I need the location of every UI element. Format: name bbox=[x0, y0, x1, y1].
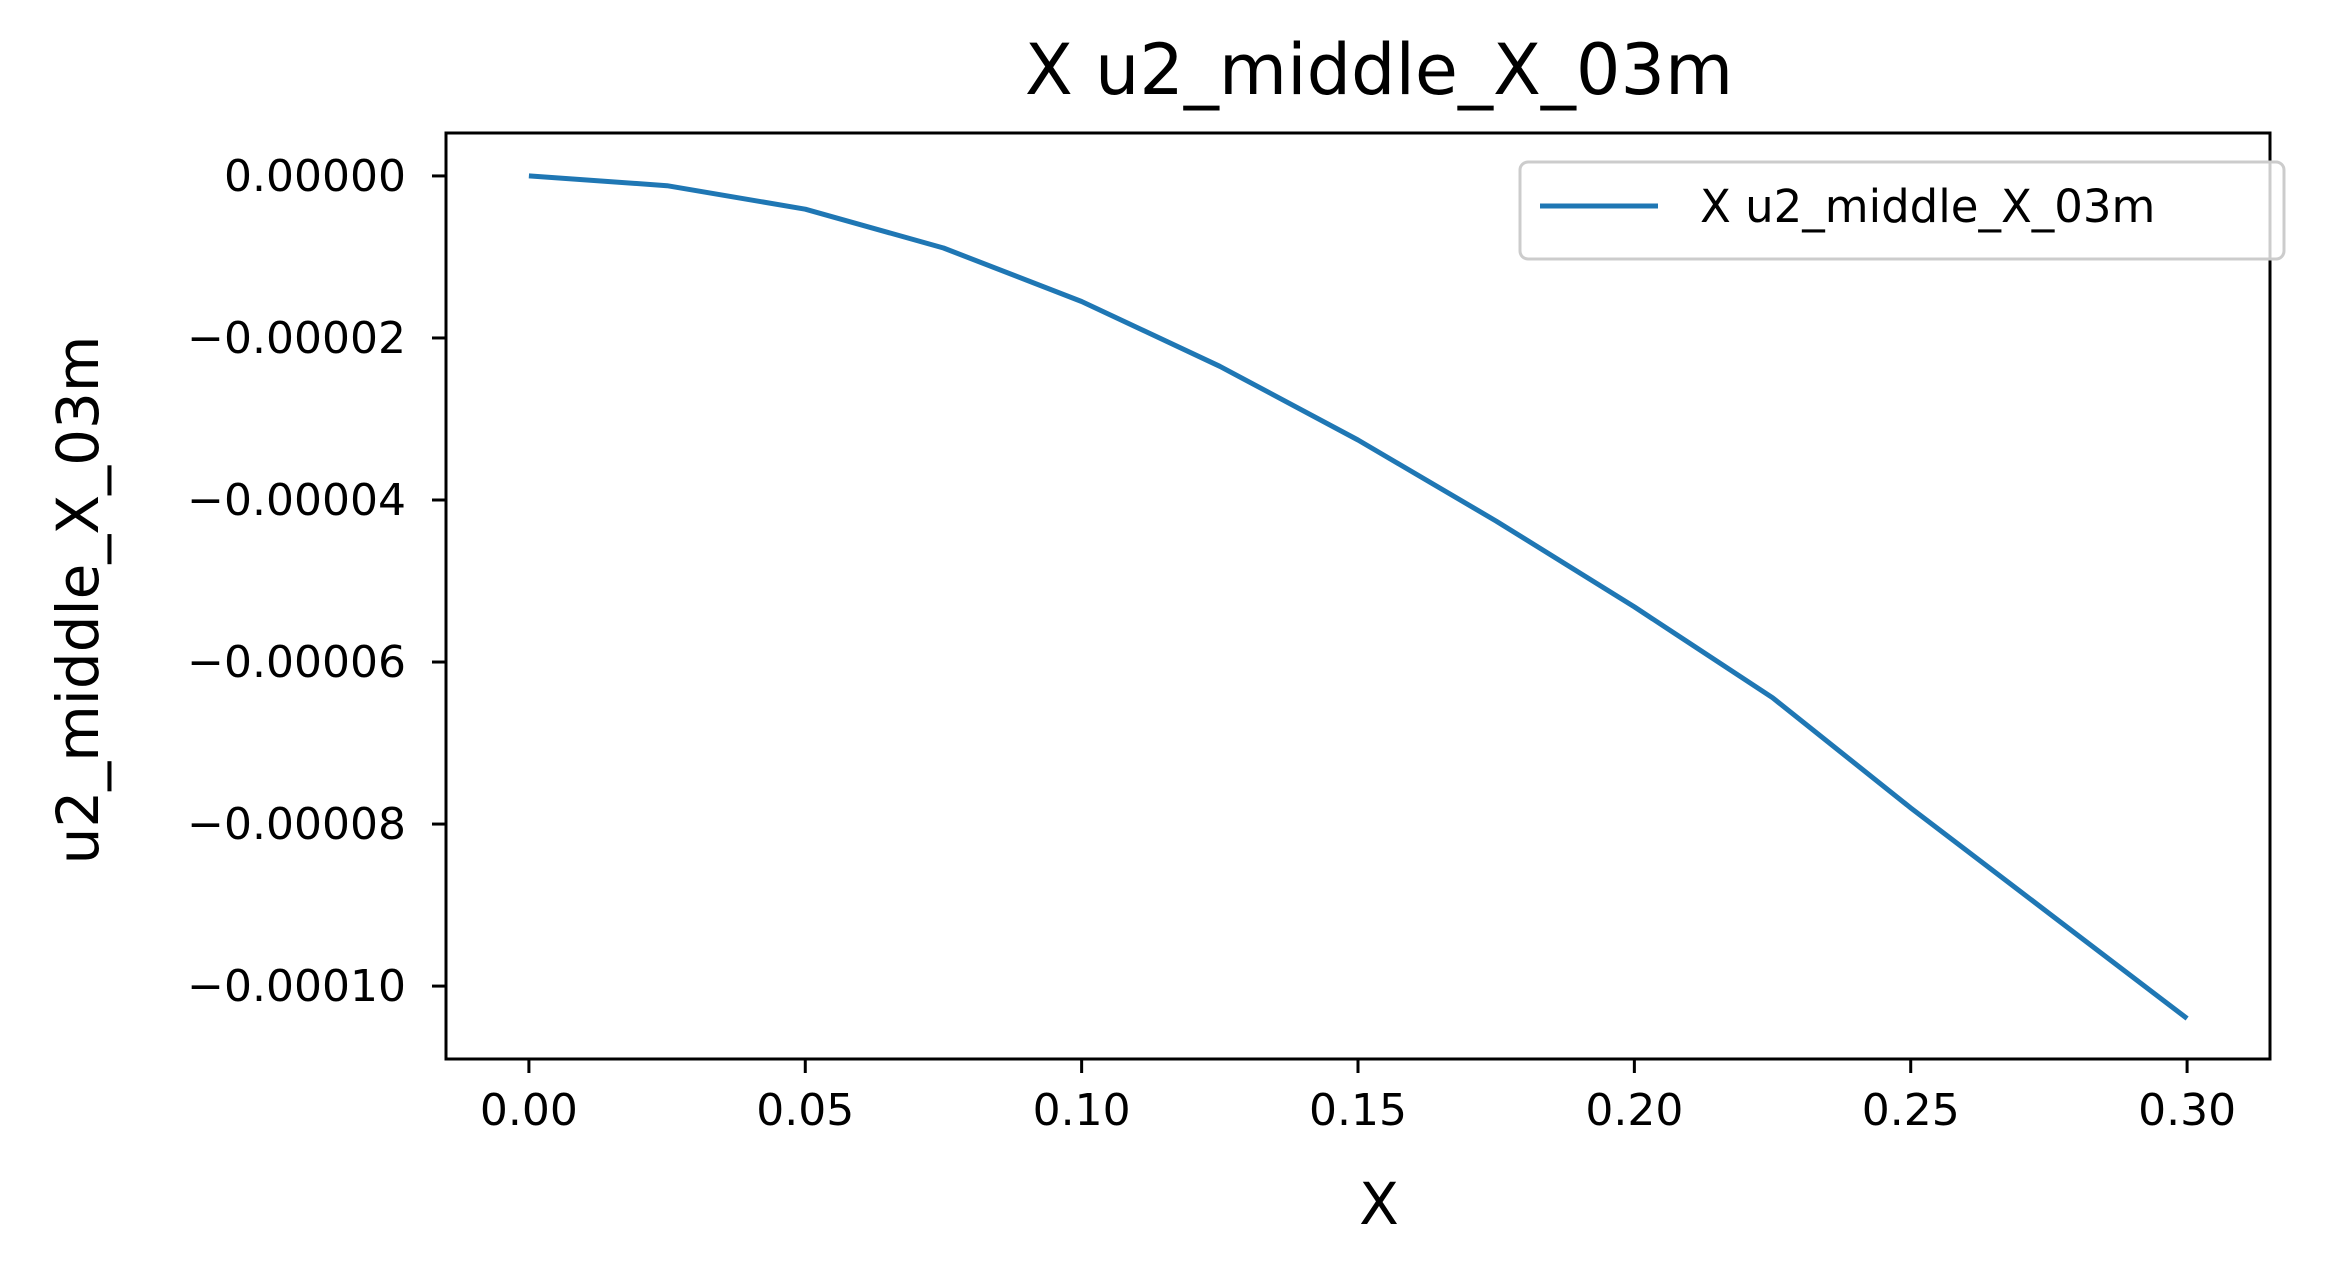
x-axis: 0.00 0.05 0.10 0.15 0.20 0.25 0.30 bbox=[480, 1059, 2236, 1136]
x-tick-label: 0.25 bbox=[1862, 1085, 1960, 1136]
legend-box bbox=[1518, 160, 2286, 261]
series-line-0 bbox=[528, 173, 2189, 1021]
y-tick-label: −0.00008 bbox=[187, 799, 406, 850]
x-tick-label: 0.00 bbox=[480, 1085, 578, 1136]
chart-title: X u2_middle_X_03m bbox=[1025, 29, 1733, 111]
x-axis-title: X bbox=[1359, 1170, 1399, 1238]
y-axis: 0.00000 −0.00002 −0.00004 −0.00006 −0.00008 −… bbox=[187, 151, 446, 1012]
y-tick-label: −0.00006 bbox=[187, 637, 406, 688]
x-tick-label: 0.30 bbox=[2138, 1085, 2236, 1136]
x-tick-label: 0.20 bbox=[1585, 1085, 1683, 1136]
x-tick-label: 0.10 bbox=[1033, 1085, 1131, 1136]
y-axis-title: u2_middle_X_03m bbox=[44, 336, 112, 865]
legend-label: X u2_middle_X_03m bbox=[1700, 180, 2155, 233]
x-tick-label: 0.15 bbox=[1309, 1085, 1407, 1136]
y-tick-label: −0.00004 bbox=[187, 475, 406, 526]
legend: X u2_middle_X_03m bbox=[1518, 160, 2286, 261]
y-tick-label: −0.00010 bbox=[187, 961, 406, 1012]
y-tick-label: 0.00000 bbox=[224, 151, 406, 202]
y-tick-label: −0.00002 bbox=[187, 313, 406, 364]
x-tick-label: 0.05 bbox=[756, 1085, 854, 1136]
series-layer bbox=[528, 173, 2189, 1021]
